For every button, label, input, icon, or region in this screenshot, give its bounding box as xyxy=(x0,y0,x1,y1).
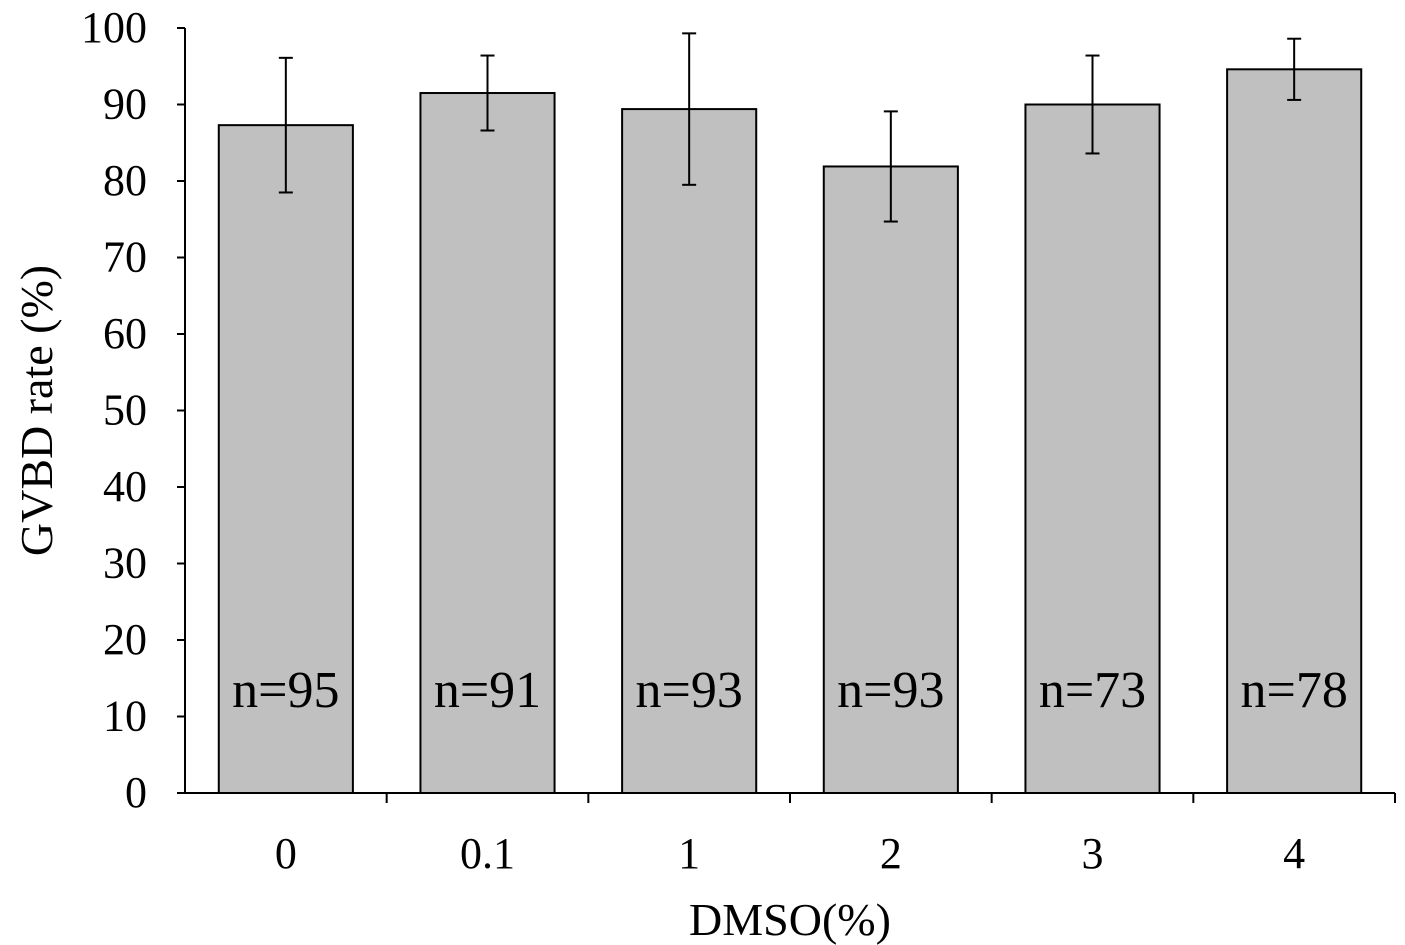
y-tick-label: 60 xyxy=(103,309,147,358)
bar-n-label: n=93 xyxy=(837,662,944,719)
y-tick-label: 100 xyxy=(81,3,147,52)
x-axis-title: DMSO(%) xyxy=(689,894,891,945)
y-tick-label: 80 xyxy=(103,156,147,205)
bar xyxy=(621,108,758,794)
x-tick-label: 3 xyxy=(1082,829,1104,878)
y-tick-label: 50 xyxy=(103,386,147,435)
y-tick-label: 20 xyxy=(103,615,147,664)
bar xyxy=(1226,68,1363,794)
y-tick-label: 40 xyxy=(103,462,147,511)
axes-layer xyxy=(184,28,1395,794)
bar-n-label: n=95 xyxy=(232,662,339,719)
bar-n-label: n=73 xyxy=(1039,662,1146,719)
y-ticks: 0 10 20 30 40 50 60 70 80 90 100 xyxy=(81,3,185,817)
y-tick-label: 10 xyxy=(103,692,147,741)
x-tick-label: 0.1 xyxy=(460,829,515,878)
bar xyxy=(217,124,354,794)
x-tick-label: 2 xyxy=(880,829,902,878)
bar xyxy=(1024,103,1161,794)
bar-n-label: n=78 xyxy=(1241,662,1348,719)
x-ticks: 0 0.1 1 2 3 4 xyxy=(275,793,1396,878)
x-tick-label: 4 xyxy=(1283,829,1305,878)
y-tick-label: 90 xyxy=(103,80,147,129)
y-axis-title: GVBD rate (%) xyxy=(11,265,62,556)
bar-n-label: n=91 xyxy=(434,662,541,719)
bars-layer: n=95 n=91 n=93 n=93 n=73 n=78 xyxy=(217,32,1363,794)
y-tick-label: 0 xyxy=(125,768,147,817)
bar-n-label: n=93 xyxy=(636,662,743,719)
y-tick-label: 30 xyxy=(103,539,147,588)
x-tick-label: 0 xyxy=(275,829,297,878)
x-tick-label: 1 xyxy=(678,829,700,878)
y-tick-label: 70 xyxy=(103,233,147,282)
